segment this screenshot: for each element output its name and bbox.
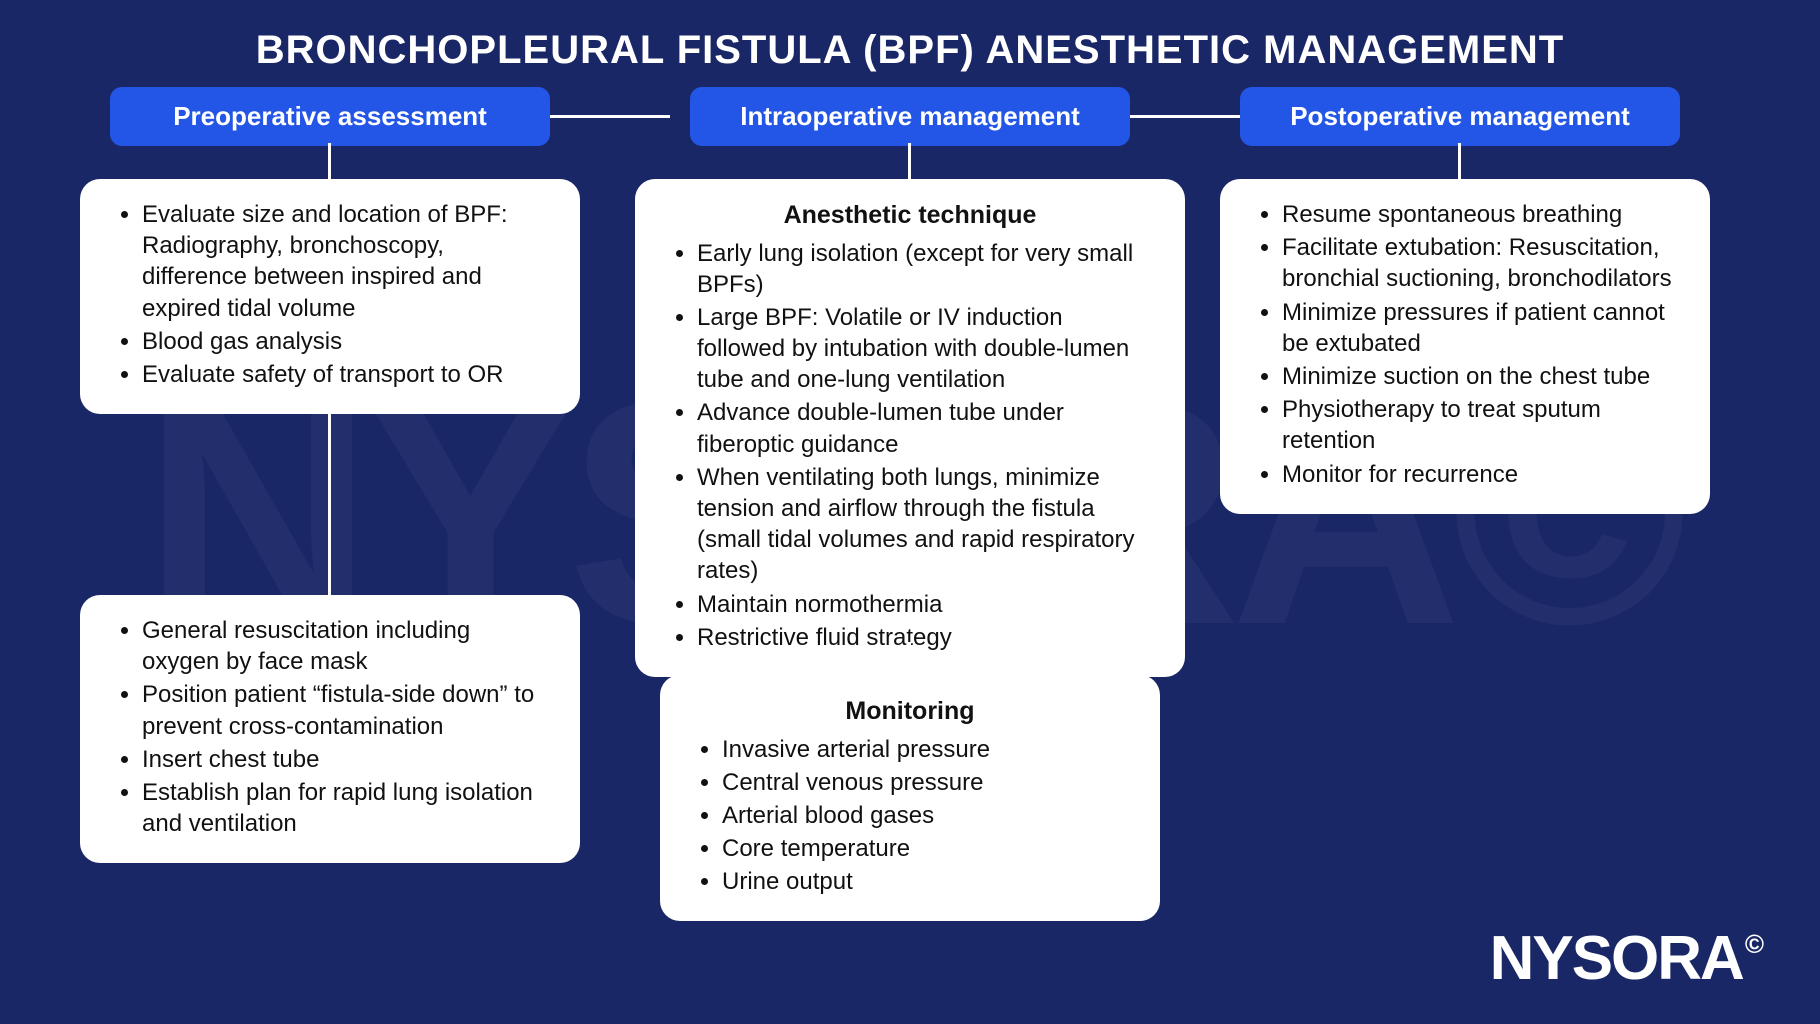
connector-preop-2 [328, 407, 331, 597]
list-item: Establish plan for rapid lung isolation … [142, 777, 550, 839]
intraop-card-1: Anesthetic technique Early lung isolatio… [635, 179, 1185, 677]
brand-logo: NYSORA© [1490, 923, 1760, 994]
list-item: Blood gas analysis [142, 326, 550, 357]
intraop-card-1-subtitle: Anesthetic technique [665, 199, 1155, 232]
connector-preop-1 [328, 143, 331, 181]
list-item: Physiotherapy to treat sputum retention [1282, 394, 1680, 456]
preop-card-1: Evaluate size and location of BPF: Radio… [80, 179, 580, 414]
postop-header: Postoperative management [1240, 87, 1680, 146]
list-item: Insert chest tube [142, 744, 550, 775]
connector-intra-2 [908, 642, 911, 677]
intraop-card-2-subtitle: Monitoring [690, 695, 1130, 728]
list-item: Restrictive fluid strategy [697, 622, 1155, 653]
list-item: General resuscitation including oxygen b… [142, 615, 550, 677]
brand-text: NYSORA [1490, 924, 1743, 993]
list-item: Advance double-lumen tube under fiberopt… [697, 397, 1155, 459]
list-item: When ventilating both lungs, minimize te… [697, 462, 1155, 587]
list-item: Facilitate extubation: Resuscitation, br… [1282, 232, 1680, 294]
list-item: Evaluate size and location of BPF: Radio… [142, 199, 550, 324]
list-item: Resume spontaneous breathing [1282, 199, 1680, 230]
preop-header-label: Preoperative assessment [173, 101, 487, 131]
list-item: Invasive arterial pressure [722, 734, 1130, 765]
preop-card-1-list: Evaluate size and location of BPF: Radio… [110, 199, 550, 390]
copyright-icon: © [1745, 929, 1762, 959]
list-item: Monitor for recurrence [1282, 459, 1680, 490]
postop-card-1-list: Resume spontaneous breathing Facilitate … [1250, 199, 1680, 490]
preop-card-2-list: General resuscitation including oxygen b… [110, 615, 550, 839]
list-item: Core temperature [722, 833, 1130, 864]
preop-card-2: General resuscitation including oxygen b… [80, 595, 580, 863]
postop-card-1: Resume spontaneous breathing Facilitate … [1220, 179, 1710, 514]
flowchart-container: Preoperative assessment Evaluate size an… [0, 87, 1820, 947]
postop-header-label: Postoperative management [1290, 101, 1630, 131]
connector-h1-h2 [550, 115, 670, 118]
list-item: Large BPF: Volatile or IV induction foll… [697, 302, 1155, 396]
intraop-card-2: Monitoring Invasive arterial pressure Ce… [660, 675, 1160, 921]
list-item: Arterial blood gases [722, 800, 1130, 831]
page-title: BRONCHOPLEURAL FISTULA (BPF) ANESTHETIC … [0, 0, 1820, 87]
connector-intra-1 [908, 143, 911, 181]
intraop-card-2-list: Invasive arterial pressure Central venou… [690, 734, 1130, 898]
list-item: Position patient “fistula-side down” to … [142, 679, 550, 741]
list-item: Urine output [722, 866, 1130, 897]
preop-header: Preoperative assessment [110, 87, 550, 146]
list-item: Evaluate safety of transport to OR [142, 359, 550, 390]
list-item: Central venous pressure [722, 767, 1130, 798]
connector-post-1 [1458, 143, 1461, 181]
intraop-header: Intraoperative management [690, 87, 1130, 146]
list-item: Early lung isolation (except for very sm… [697, 238, 1155, 300]
list-item: Maintain normothermia [697, 589, 1155, 620]
list-item: Minimize suction on the chest tube [1282, 361, 1680, 392]
list-item: Minimize pressures if patient cannot be … [1282, 297, 1680, 359]
intraop-card-1-list: Early lung isolation (except for very sm… [665, 238, 1155, 653]
intraop-header-label: Intraoperative management [740, 101, 1080, 131]
